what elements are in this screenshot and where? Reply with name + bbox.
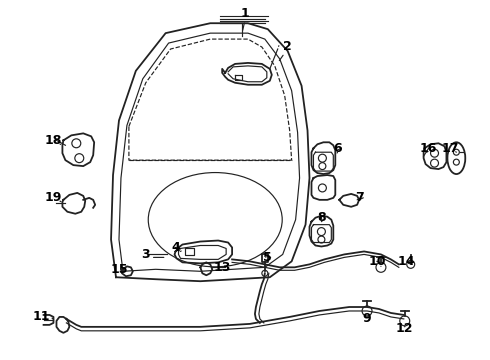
Text: 10: 10 bbox=[368, 255, 386, 268]
Text: 18: 18 bbox=[45, 134, 62, 147]
Text: 9: 9 bbox=[363, 312, 371, 325]
Text: 14: 14 bbox=[398, 255, 416, 268]
Text: 4: 4 bbox=[171, 241, 180, 254]
Text: 19: 19 bbox=[45, 192, 62, 204]
Text: 11: 11 bbox=[33, 310, 50, 323]
Text: 15: 15 bbox=[110, 263, 128, 276]
Text: 13: 13 bbox=[214, 261, 231, 274]
Text: 1: 1 bbox=[241, 7, 249, 20]
Text: 3: 3 bbox=[142, 248, 150, 261]
Text: 5: 5 bbox=[264, 251, 272, 264]
Text: 16: 16 bbox=[420, 142, 437, 155]
Text: 17: 17 bbox=[441, 142, 459, 155]
Text: 7: 7 bbox=[355, 192, 364, 204]
Text: 6: 6 bbox=[333, 142, 342, 155]
Text: 12: 12 bbox=[396, 322, 414, 336]
Text: 8: 8 bbox=[317, 211, 326, 224]
Text: 2: 2 bbox=[283, 40, 292, 53]
